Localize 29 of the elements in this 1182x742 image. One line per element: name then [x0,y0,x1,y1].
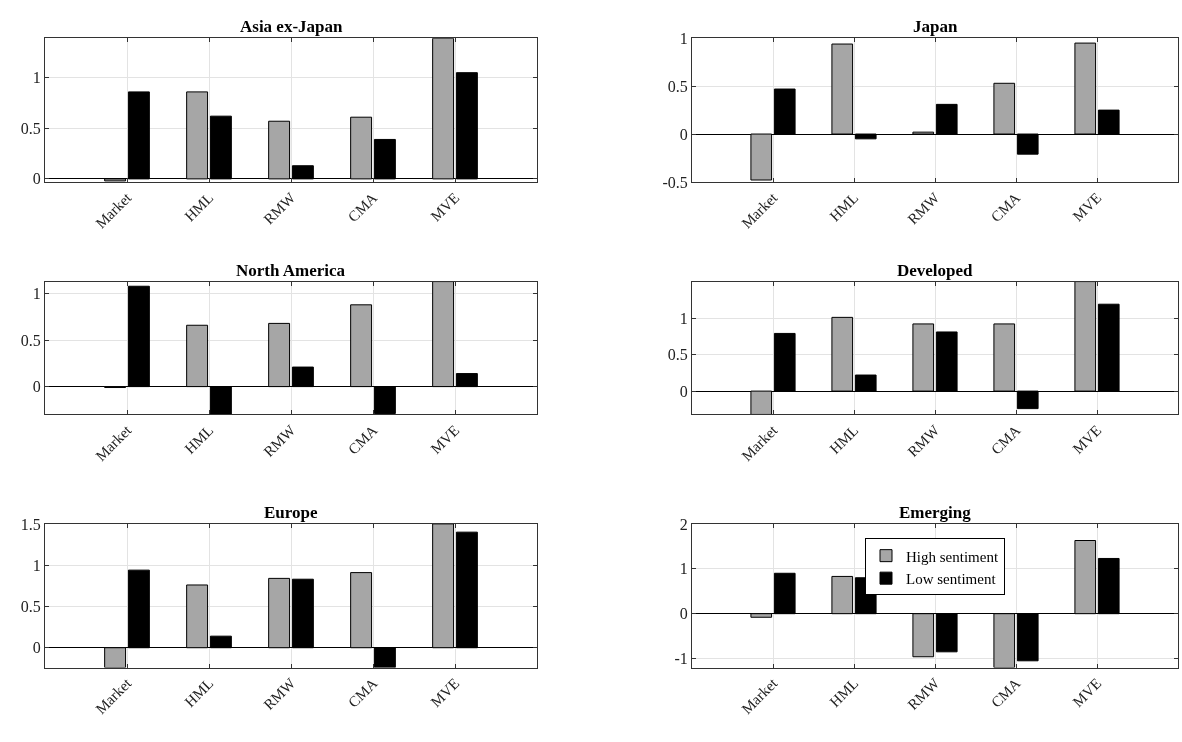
chart-title: North America [236,261,346,280]
y-tick-label: -1 [674,650,688,668]
y-tick-label: 0.5 [20,119,41,137]
y-tick-label: 1 [679,309,688,327]
chart-title: Developed [897,261,974,280]
y-tick-label: 0.5 [20,598,41,616]
y-tick-label: 0 [679,605,688,623]
legend-label: Low sentiment [906,571,997,587]
y-tick-label: 1 [32,285,41,303]
y-tick-label: -0.5 [662,173,688,191]
y-tick-label: 0 [32,170,41,188]
y-tick-label: 0 [32,639,41,657]
legend-label: High sentiment [906,548,999,565]
y-tick-label: 0.5 [20,331,41,349]
y-tick-label: 0 [679,382,688,400]
y-tick-label: 1 [679,29,688,47]
chart-title: Europe [264,503,318,522]
chart-title: Asia ex-Japan [240,17,344,36]
y-tick-label: 2 [679,515,688,533]
y-tick-label: 0 [32,378,41,396]
y-tick-label: 0 [679,125,688,143]
y-tick-label: 0.5 [667,346,688,364]
y-tick-label: 1.5 [20,515,41,533]
y-tick-label: 1 [679,560,688,578]
y-tick-label: 1 [32,69,41,87]
chart-title: Emerging [899,503,972,522]
y-tick-label: 0.5 [667,77,688,95]
chart-title: Japan [913,17,958,36]
y-tick-label: 1 [32,556,41,574]
